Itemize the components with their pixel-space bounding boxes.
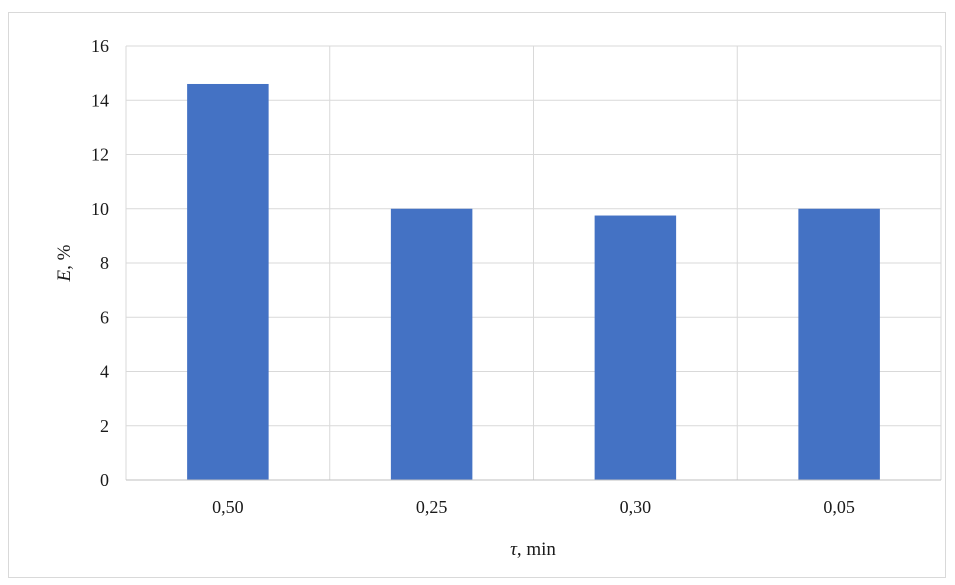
x-axis-unit: , min [517,539,557,560]
bar [798,208,880,480]
y-tick-label: 8 [100,253,109,273]
y-tick-label: 12 [91,145,109,165]
x-tick-label: 0,05 [823,497,855,517]
x-tick-label: 0,25 [416,497,448,517]
y-tick-label: 16 [91,36,109,56]
y-tick-label: 14 [91,90,109,110]
y-axis-unit: , % [54,244,75,270]
x-axis-symbol: τ [510,539,518,560]
bar [390,208,473,480]
bars [187,83,880,480]
y-tick-label: 6 [100,307,109,327]
bar [594,215,677,480]
x-tick-label: 0,50 [212,497,244,517]
x-axis-title: τ, min [510,539,556,560]
bar [187,83,269,480]
y-axis-title: E, % [54,244,75,282]
y-tick-label: 2 [100,416,109,436]
y-axis-symbol: E [54,269,75,282]
y-tick-label: 4 [100,362,109,382]
y-tick-label: 0 [100,470,109,490]
y-tick-label: 10 [91,199,109,219]
chart-frame [8,12,946,578]
x-tick-label: 0,30 [620,497,652,517]
y-tick-labels: 0 2 4 6 8 10 12 14 16 [91,36,109,490]
x-tick-labels: 0,50 0,25 0,30 0,05 [212,497,855,517]
